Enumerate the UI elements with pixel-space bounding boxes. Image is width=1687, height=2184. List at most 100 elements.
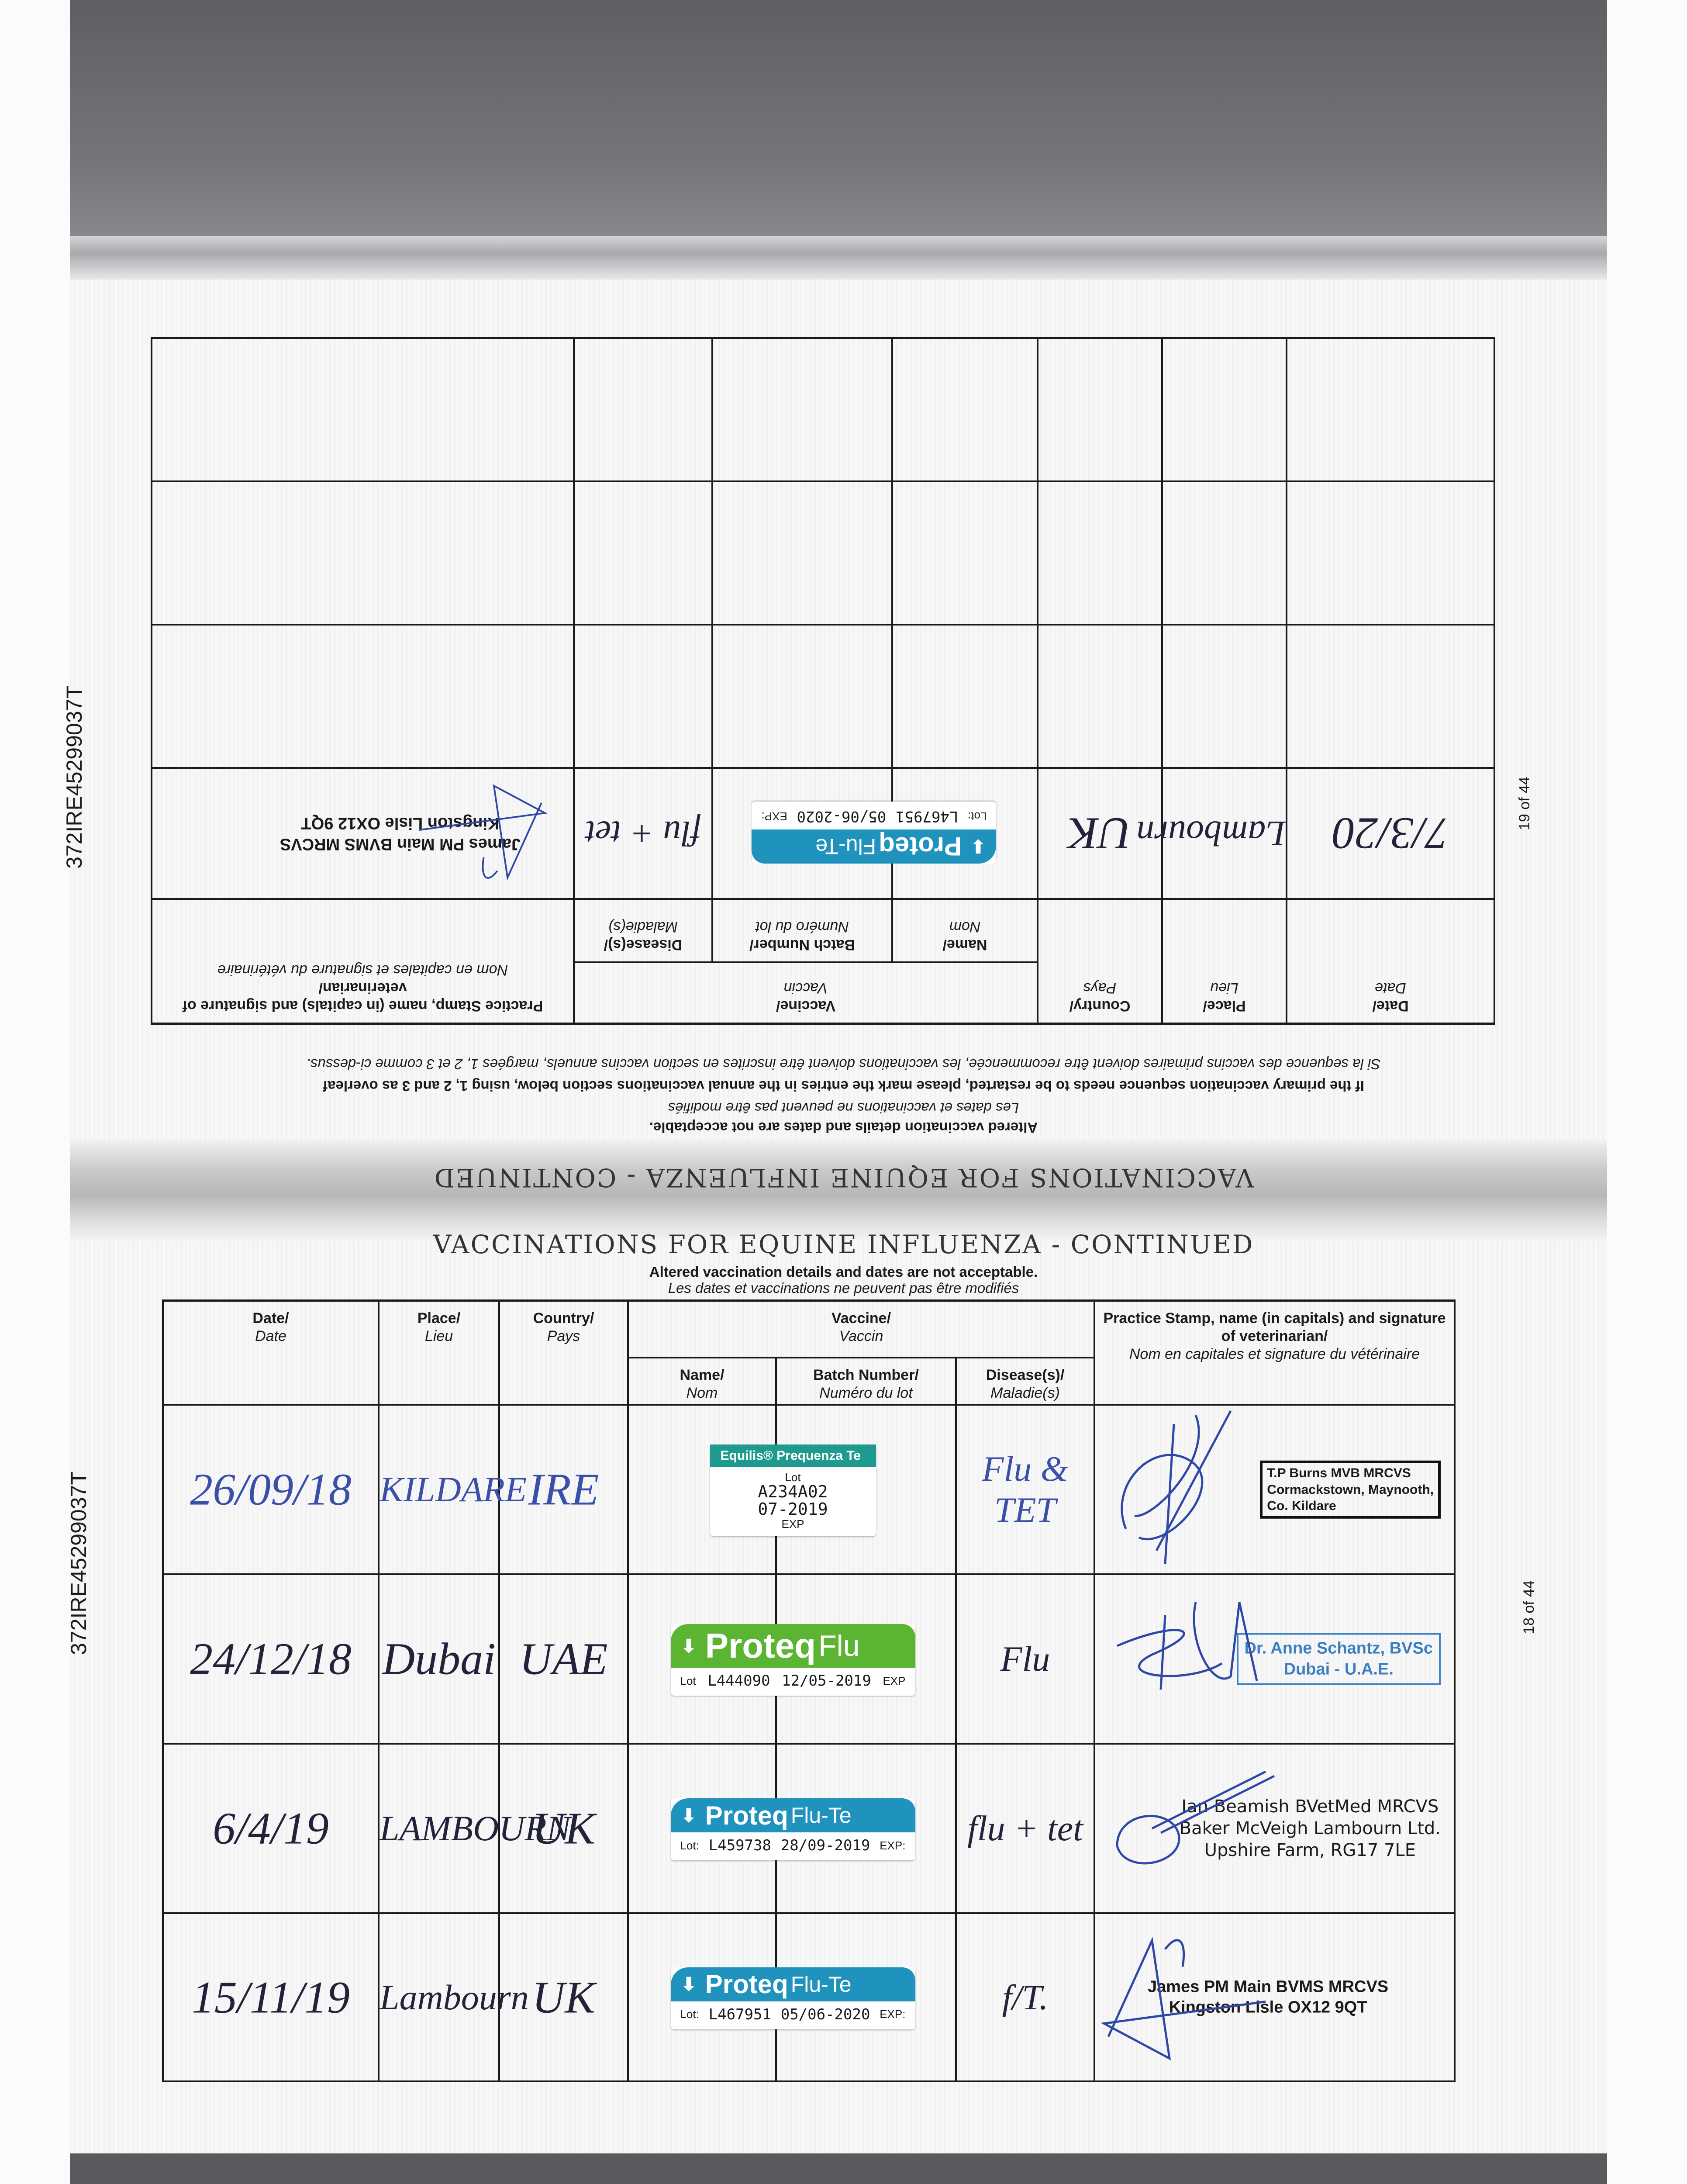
signature-stroke (1121, 1410, 1232, 1564)
handwritten-country: UK (1068, 808, 1132, 859)
cell-diseases: flu + tet (957, 1745, 1095, 1914)
sticker-lot-number: A234A02 (758, 1482, 828, 1502)
vaccine-sticker-area: Equilis® Prequenza Te Lot A234A02 07-2019 EX… (629, 1406, 957, 1575)
sticker-lot-number: L459738 (708, 1837, 771, 1854)
header-diseases: Disease(s)/Maladie(s) (573, 898, 711, 961)
handwritten-place: Lambourn (379, 1977, 529, 2017)
empty-cell (711, 337, 891, 480)
sticker-expiry-date: 07-2019 (758, 1500, 828, 1519)
header-place: Place/Lieu (1161, 898, 1286, 1023)
page-heading: VACCINATIONS FOR EQUINE INFLUENZA - CONT… (433, 1230, 1254, 1259)
signature-stroke (1116, 1770, 1275, 1865)
handwritten-country: UAE (519, 1634, 608, 1684)
empty-cell (573, 480, 711, 624)
sticker-exp-label: EXP: (880, 1838, 906, 1852)
cell-practice-stamp: Ian Beamish BVetMed MRCVS Baker McVeigh L… (1095, 1745, 1456, 1914)
sticker-expiry-date: 12/05-2019 (782, 1672, 871, 1690)
scanner-bottom-edge (70, 2153, 1607, 2184)
handwritten-date: 26/09/18 (190, 1464, 352, 1515)
cell-country: UK (1037, 767, 1161, 898)
cell-date: 6/4/19 (164, 1745, 379, 1914)
header-date: Date/Date (1286, 898, 1494, 1023)
sticker-lot-label: Lot (785, 1470, 801, 1484)
cell-diseases: Flu (957, 1575, 1095, 1745)
header-vaccine-name-label: Name/ (680, 1367, 724, 1383)
header-date: Date/Date (164, 1302, 379, 1406)
header-vaccine-label-fr: Vaccin (839, 1327, 883, 1344)
cell-practice-stamp: T.P Burns MVB MRCVS Cormackstown, Maynoot… (1095, 1406, 1456, 1575)
sticker-body: Lot: L459738 28/09-2019 EXP: (671, 1832, 915, 1860)
page-edge-band (70, 236, 1607, 280)
sticker-body: Lot L444090 12/05-2019 EXP (671, 1668, 915, 1696)
empty-cell (573, 337, 711, 480)
header-country: Country/Pays (500, 1302, 629, 1406)
cell-place: KILDARE (379, 1406, 527, 1575)
stamp-line: Dr. Anne Schantz, BVSc (1244, 1639, 1433, 1658)
header-country-label-fr: Pays (547, 1327, 580, 1344)
empty-cell (1286, 624, 1494, 767)
cell-country: UK (500, 1745, 629, 1914)
passport-id-upper: 372IRE45299037T (62, 685, 86, 869)
lower-page (70, 1223, 1607, 2153)
handwritten-diseases: Flu & TET (982, 1449, 1069, 1530)
empty-cell (1161, 480, 1286, 624)
header-date-label-fr: Date (255, 1327, 286, 1344)
upper-page (70, 271, 1607, 1144)
stamp-line: T.P Burns MVB MRCVS (1267, 1465, 1411, 1480)
vaccine-batch-sticker: ⬇ Proteq Flu-Te Lot: L467951 05/06-2020 EXP: (670, 1967, 915, 2029)
sticker-product: Flu-Te (790, 1972, 852, 1997)
header-batch-number-label: Batch Number/ (749, 936, 855, 953)
cell-diseases: Flu & TET (957, 1406, 1095, 1575)
handwritten-country: UK (532, 1972, 595, 2022)
header-country-label: Country/ (533, 1310, 594, 1327)
page-number-upper: 19 of 44 (1516, 777, 1533, 830)
scanner-lid-shadow (70, 0, 1607, 245)
cell-diseases: f/T. (957, 1914, 1095, 2082)
sticker-product: Flu (818, 1629, 860, 1662)
header-vaccine-name-label: Name/ (942, 936, 987, 953)
sticker-lot-label: Lot: (680, 2008, 699, 2021)
handwritten-place: KILDARE (379, 1469, 527, 1509)
header-vaccine-label-fr: Vaccin (783, 980, 828, 997)
sticker-lot-label: Lot (680, 1674, 696, 1687)
sticker-brand: Proteq (705, 1800, 788, 1830)
sticker-exp-label: EXP: (761, 810, 787, 823)
header-vaccine: Vaccine/Vaccin (573, 961, 1037, 1023)
empty-cell (1286, 480, 1494, 624)
cell-practice-stamp: James PM Main BVMS MRCVS Kingston Lisle O… (151, 767, 573, 898)
header-vaccine-name: Name/Nom (891, 898, 1037, 961)
cell-country: UAE (500, 1575, 629, 1745)
cell-batch-number (777, 1914, 957, 2082)
empty-cell (891, 337, 1037, 480)
vaccine-sticker-area: ⬇ Proteq Flu-Te Lot: L467951 05/06-2020 EXP: (629, 1914, 957, 2082)
header-diseases-label-fr: Maladie(s) (990, 1384, 1060, 1401)
vaccine-sticker-area: ⬇ Proteq Flu Lot L444090 12/05-2019 EXP (629, 1575, 957, 1745)
cell-date: 15/11/19 (164, 1914, 379, 2082)
practice-stamp: Dr. Anne Schantz, BVSc Dubai - U.A.E. (1236, 1633, 1441, 1685)
empty-cell (1286, 337, 1494, 480)
down-arrow-icon: ⬇ (681, 1805, 697, 1826)
header-vaccine-name-label-fr: Nom (686, 1384, 718, 1401)
cell-place: Dubai (379, 1575, 500, 1745)
header-stamp-label-fr: Nom en capitales et signature du vétérin… (1129, 1345, 1420, 1362)
header-place: Place/Lieu (379, 1302, 500, 1406)
sticker-exp-label: EXP (883, 1674, 906, 1687)
handwritten-place: Lambourn (1136, 814, 1286, 854)
book-fold (70, 1140, 1607, 1241)
handwritten-country: UK (532, 1803, 595, 1854)
vaccine-sticker-area: ⬇ Proteq Flu-Te Lot: L459738 28/09-2019 EXP: (629, 1745, 957, 1914)
veterinarian-signature (1121, 1410, 1232, 1564)
header-vaccine-name: Name/Nom (629, 1358, 777, 1406)
header-batch-number: Batch Number/Numéro du lot (777, 1358, 957, 1406)
sticker-header: ⬇ Proteq Flu-Te (752, 829, 997, 864)
notice-fr: Les dates et vaccinations ne peuvent pas… (668, 1100, 1019, 1116)
header-vaccine-name-label-fr: Nom (949, 919, 981, 936)
cell-batch-number (777, 1575, 957, 1745)
sticker-brand: Proteq (705, 1970, 788, 1999)
sticker-product: Flu-Te (790, 1803, 852, 1828)
cell-date: 24/12/18 (164, 1575, 379, 1745)
sticker-product: Flu-Te (815, 834, 876, 859)
vaccination-table-upper: Date/Date Place/Lieu Country/Pays Vaccine/V… (151, 337, 1495, 1025)
header-vaccine: Vaccine/Vaccin (629, 1302, 1095, 1358)
sticker-lot-number: L444090 (707, 1672, 770, 1690)
